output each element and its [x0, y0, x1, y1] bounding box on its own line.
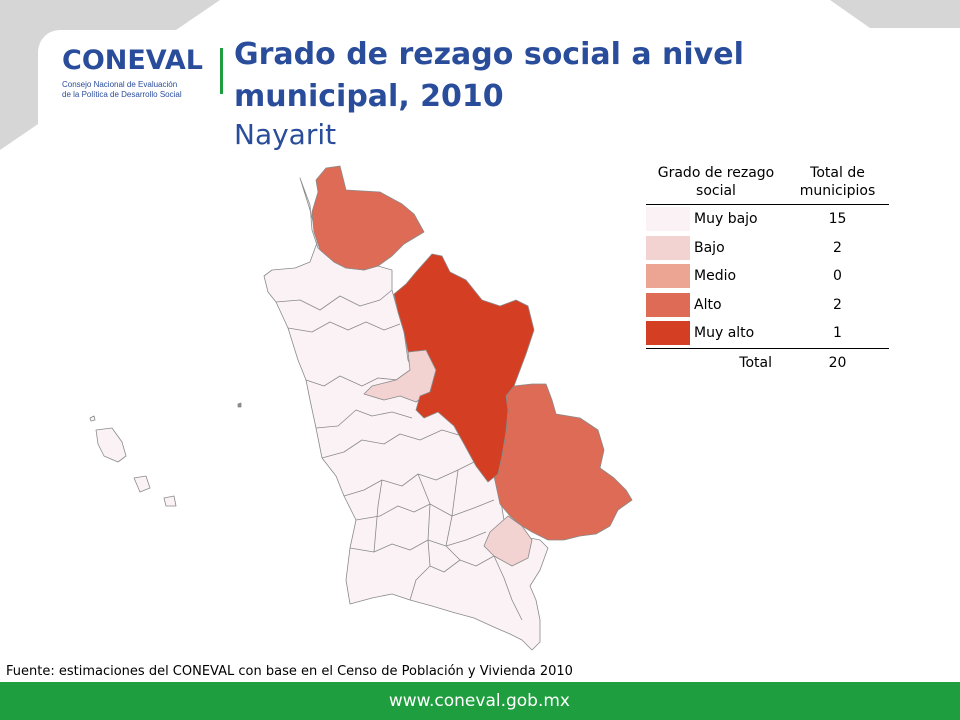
legend-row: Medio 0: [646, 262, 889, 291]
legend-row: Muy alto 1: [646, 319, 889, 348]
island-maria-madre: [95, 427, 127, 463]
logo-subtitle-line-1: Consejo Nacional de Evaluación: [62, 80, 178, 89]
legend-count: 0: [833, 268, 842, 285]
legend-total-value: 20: [786, 347, 889, 377]
page-subtitle: Nayarit: [234, 118, 337, 151]
logo-wordmark: CONEVAL: [62, 45, 203, 76]
footer-url-link[interactable]: www.coneval.gob.mx: [388, 691, 570, 711]
legend-row: Alto 2: [646, 291, 889, 320]
legend-table: Grado de rezago social Total de municipi…: [646, 164, 889, 377]
legend-header-total: Total de municipios: [786, 164, 889, 205]
legend-total-row: Total 20: [646, 347, 889, 377]
legend-swatch: [646, 235, 690, 260]
legend-label: Alto: [694, 296, 722, 313]
legend-count: 2: [833, 239, 842, 256]
footer-bar: www.coneval.gob.mx: [0, 682, 960, 720]
legend-swatch: [646, 321, 690, 346]
legend-label: Muy bajo: [694, 211, 758, 228]
legend-label: Medio: [694, 268, 737, 285]
legend-count: 1: [833, 325, 842, 342]
region-muy-alto: [393, 253, 535, 483]
region-alto-north: [311, 165, 425, 271]
legend-swatch: [646, 292, 690, 317]
nayarit-municipal-map: [89, 165, 633, 651]
source-note: Fuente: estimaciones del CONEVAL con bas…: [6, 664, 573, 679]
legend-header-grado: Grado de rezago social: [646, 164, 786, 205]
region-alto-east: [493, 383, 633, 541]
legend-row: Muy bajo 15: [646, 205, 889, 234]
page-title: Grado de rezago social a nivel municipal…: [234, 37, 744, 114]
island-maria-cleofas: [163, 495, 177, 507]
island-maria-magdalena: [133, 475, 151, 493]
legend-count: 2: [833, 296, 842, 313]
legend-label: Muy alto: [694, 325, 755, 342]
coneval-logo: CONEVAL Consejo Nacional de Evaluación d…: [62, 46, 212, 106]
legend-total-label: Total: [646, 347, 786, 377]
logo-subtitle-line-2: de la Política de Desarrollo Social: [62, 90, 182, 99]
logo-subtitle: Consejo Nacional de Evaluación de la Pol…: [62, 80, 182, 100]
legend-swatch: [646, 264, 690, 289]
legend-row: Bajo 2: [646, 234, 889, 263]
legend-count: 15: [828, 211, 847, 228]
region-bajo-2: [483, 515, 533, 567]
legend-label: Bajo: [694, 239, 725, 256]
logo-divider: [220, 48, 223, 94]
legend-swatch: [646, 207, 690, 232]
